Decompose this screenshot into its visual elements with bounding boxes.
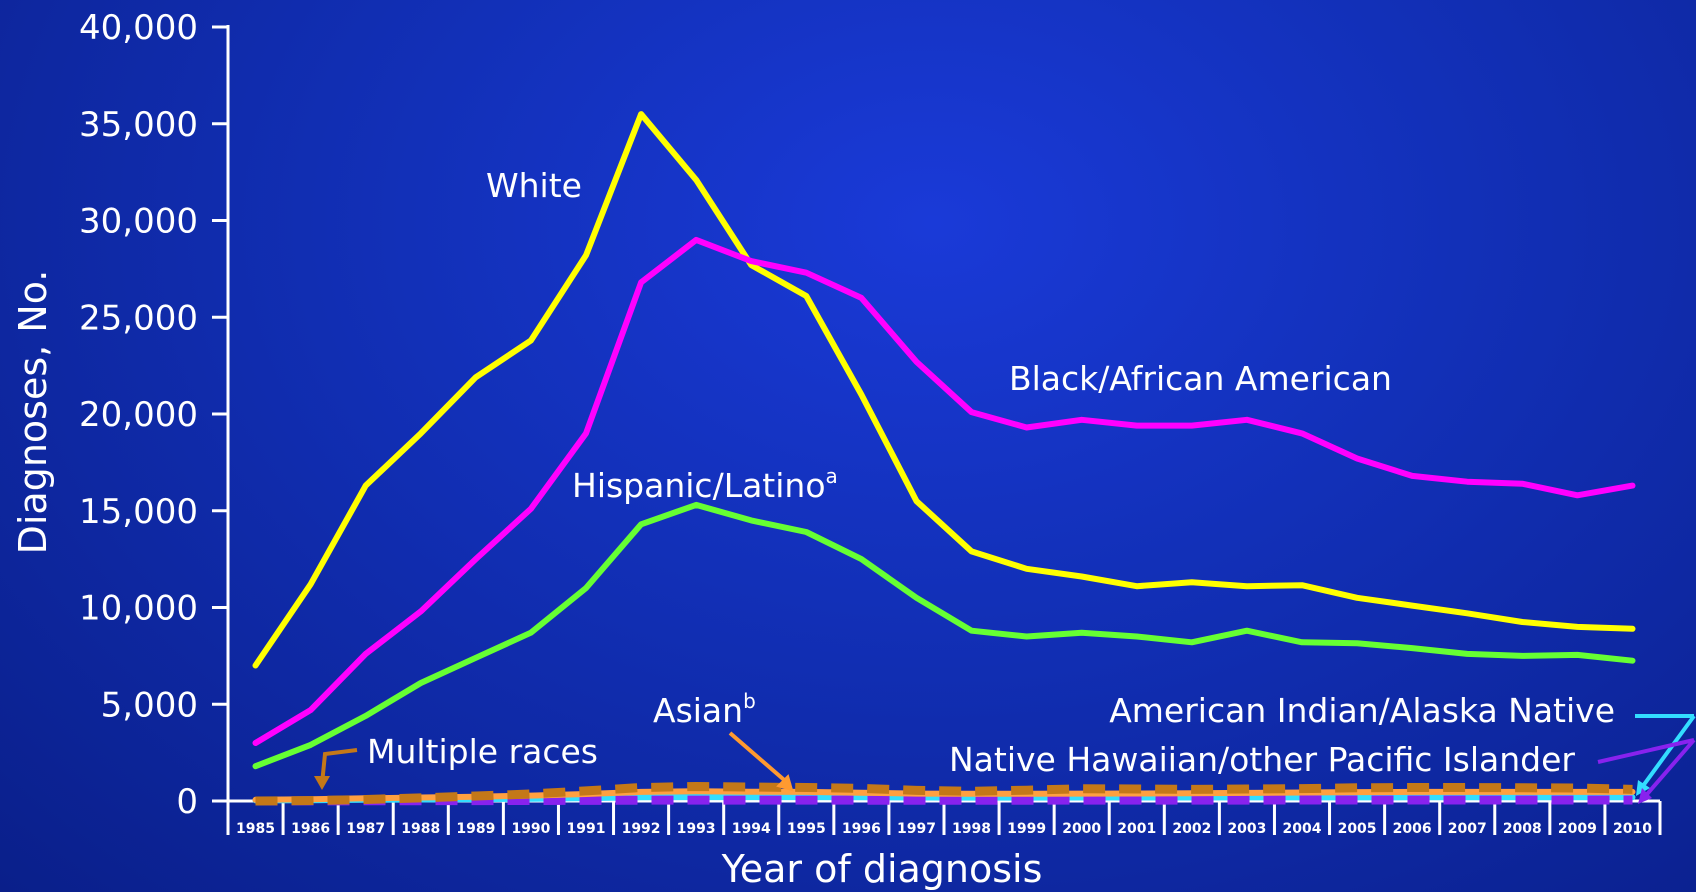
chart-series	[252, 111, 1636, 806]
chart-axes: 0 5,000 10,000 15,000 20,000 25,000 30,000 35,0…	[11, 8, 1662, 891]
label-hispanic-latino: Hispanic/Latinoa	[572, 464, 838, 505]
y-tick-label: 15,000	[79, 492, 198, 532]
y-tick-label: 40,000	[79, 8, 198, 48]
x-tick-label: 2006	[1393, 821, 1432, 837]
y-tick-label: 10,000	[79, 589, 198, 629]
x-tick-label: 1986	[291, 821, 330, 837]
x-tick-label: 1991	[567, 821, 606, 837]
x-tick-label: 1994	[732, 821, 771, 837]
y-tick-label: 0	[176, 782, 198, 822]
series-line-black-african-american	[252, 236, 1636, 746]
label-hispanic-sup: a	[826, 464, 838, 488]
label-asian-sup: b	[743, 689, 756, 713]
label-asian: Asianb	[653, 689, 756, 730]
x-tick-label: 1995	[787, 821, 826, 837]
x-tick-label: 1993	[677, 821, 716, 837]
x-tick-label: 1998	[952, 821, 991, 837]
x-tick-label: 1992	[622, 821, 661, 837]
x-tick-label: 2003	[1227, 821, 1266, 837]
x-tick-label: 2005	[1338, 821, 1377, 837]
y-axis-title: Diagnoses, No.	[11, 270, 55, 555]
label-asian-text: Asian	[653, 691, 743, 730]
x-tick-label: 1989	[456, 821, 495, 837]
aian-arrow-line	[1635, 714, 1696, 792]
x-tick-label: 1985	[236, 821, 275, 837]
x-axis-title: Year of diagnosis	[721, 847, 1043, 891]
asian-arrow-head	[776, 774, 794, 792]
x-tick-label: 1987	[346, 821, 385, 837]
label-multiple-races: Multiple races	[367, 732, 598, 771]
x-tick-label: 2002	[1172, 821, 1211, 837]
x-tick-label: 2010	[1613, 821, 1652, 837]
label-white: White	[486, 166, 582, 205]
label-american-indian-alaska-native: American Indian/Alaska Native	[1109, 691, 1615, 730]
series-line-hispanic-latino	[252, 501, 1636, 770]
x-tick-label: 2009	[1558, 821, 1597, 837]
x-tick-label: 1997	[897, 821, 936, 837]
label-hispanic-text: Hispanic/Latino	[572, 466, 826, 505]
label-native-hawaiian-pacific-islander: Native Hawaiian/other Pacific Islander	[949, 740, 1575, 779]
y-tick-label: 20,000	[79, 395, 198, 435]
x-tick-label: 2008	[1503, 821, 1542, 837]
nhopi-arrow-head	[1638, 788, 1652, 804]
multiple-races-arrow-line	[320, 748, 358, 785]
x-tick-label: 2001	[1117, 821, 1156, 837]
series-line-multiple-races	[255, 782, 1633, 806]
series-line-native-hawaiian-other-pacific-islander	[255, 795, 1633, 806]
series-line-white	[252, 111, 1636, 669]
x-tick-label: 2007	[1448, 821, 1487, 837]
asian-arrow-line	[728, 731, 792, 787]
y-tick-label: 30,000	[79, 202, 198, 242]
aian-arrow-head	[1636, 780, 1650, 796]
x-tick-label: 1996	[842, 821, 881, 837]
chart-annotations: White Black/African American Hispanic/La…	[314, 166, 1696, 804]
x-tick-label: 2000	[1062, 821, 1101, 837]
nhopi-arrow-line	[1597, 738, 1696, 802]
y-tick-label: 5,000	[101, 685, 198, 725]
label-black-african-american: Black/African American	[1009, 359, 1392, 398]
y-tick-label: 25,000	[79, 298, 198, 338]
multiple-races-arrow-head	[314, 776, 330, 790]
x-tick-label: 1990	[511, 821, 550, 837]
x-tick-label: 1999	[1007, 821, 1046, 837]
x-tick-label: 1988	[401, 821, 440, 837]
y-tick-label: 35,000	[79, 105, 198, 145]
x-tick-label: 2004	[1283, 821, 1322, 837]
